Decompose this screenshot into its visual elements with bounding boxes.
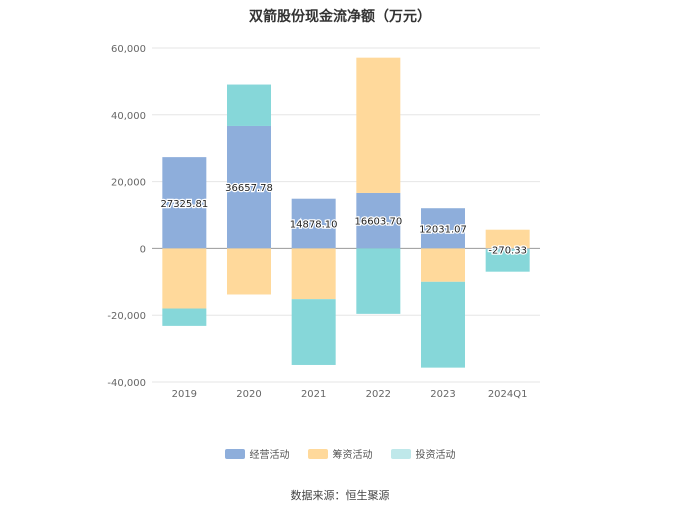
x-tick-label: 2020 — [236, 389, 261, 400]
chart-title: 双箭股份现金流净额（万元） — [249, 9, 431, 25]
bar-operating-2021 — [291, 198, 336, 249]
data-label-operating-2024Q1: -270.33 — [488, 245, 527, 256]
bar-operating-2019 — [162, 157, 207, 249]
x-tick-label: 2024Q1 — [488, 389, 528, 400]
bar-operating-2020 — [227, 125, 271, 249]
bar-financing-2022 — [356, 57, 401, 193]
data-label-operating-2021: 14878.10 — [290, 220, 338, 231]
legend-label-investing: 投资活动 — [415, 450, 456, 461]
bar-investing-2024Q1 — [485, 249, 530, 272]
data-source: 数据来源：恒生聚源 — [290, 489, 390, 502]
legend: 经营活动 筹资活动 投资活动 — [0, 446, 680, 461]
y-tick-label: 20,000 — [111, 178, 146, 189]
legend-label-financing: 筹资活动 — [332, 450, 373, 461]
data-label-operating-2022: 16603.70 — [354, 217, 402, 228]
legend-label-operating: 经营活动 — [249, 450, 290, 461]
y-tick-label: -40,000 — [107, 378, 146, 389]
bars — [162, 57, 530, 368]
bar-financing-2019 — [162, 248, 207, 309]
bar-investing-2020 — [227, 84, 271, 126]
bar-financing-2023 — [421, 248, 465, 282]
bar-investing-2023 — [421, 281, 465, 368]
data-label-operating-2023: 12031.07 — [419, 224, 467, 235]
grid-lines — [152, 47, 540, 383]
bar-investing-2021 — [291, 299, 336, 365]
bar-financing-2024Q1 — [485, 229, 530, 249]
axes: 60,000 40,000 20,000 0 -20,000 -40,000 2019 202… — [107, 44, 527, 400]
legend-swatch-financing — [307, 448, 328, 459]
x-tick-label: 2022 — [366, 389, 391, 400]
bar-investing-2022 — [356, 248, 401, 314]
legend-item-operating[interactable]: 经营活动 — [224, 446, 290, 461]
y-tick-label: -20,000 — [107, 311, 146, 322]
bar-operating-2023 — [421, 208, 465, 249]
legend-item-financing[interactable]: 筹资活动 — [307, 446, 373, 461]
legend-swatch-operating — [224, 448, 245, 459]
data-label-operating-2019: 27325.81 — [160, 199, 208, 210]
bar-investing-2019 — [162, 308, 207, 326]
y-tick-label: 60,000 — [111, 44, 146, 55]
bar-financing-2021 — [291, 248, 336, 300]
y-tick-label: 0 — [140, 244, 146, 255]
x-tick-label: 2019 — [172, 389, 197, 400]
x-tick-label: 2021 — [301, 389, 326, 400]
bar-financing-2020 — [227, 248, 271, 295]
data-label-operating-2020: 36657.78 — [225, 183, 273, 194]
data-labels: 27325.81 36657.78 14878.10 16603.70 12031.07… — [159, 182, 528, 258]
y-tick-label: 40,000 — [111, 111, 146, 122]
bar-operating-2022 — [356, 192, 401, 249]
x-tick-label: 2023 — [430, 389, 455, 400]
bar-operating-2024Q1 — [485, 248, 530, 250]
legend-item-investing[interactable]: 投资活动 — [390, 446, 456, 461]
legend-swatch-investing — [390, 448, 411, 459]
